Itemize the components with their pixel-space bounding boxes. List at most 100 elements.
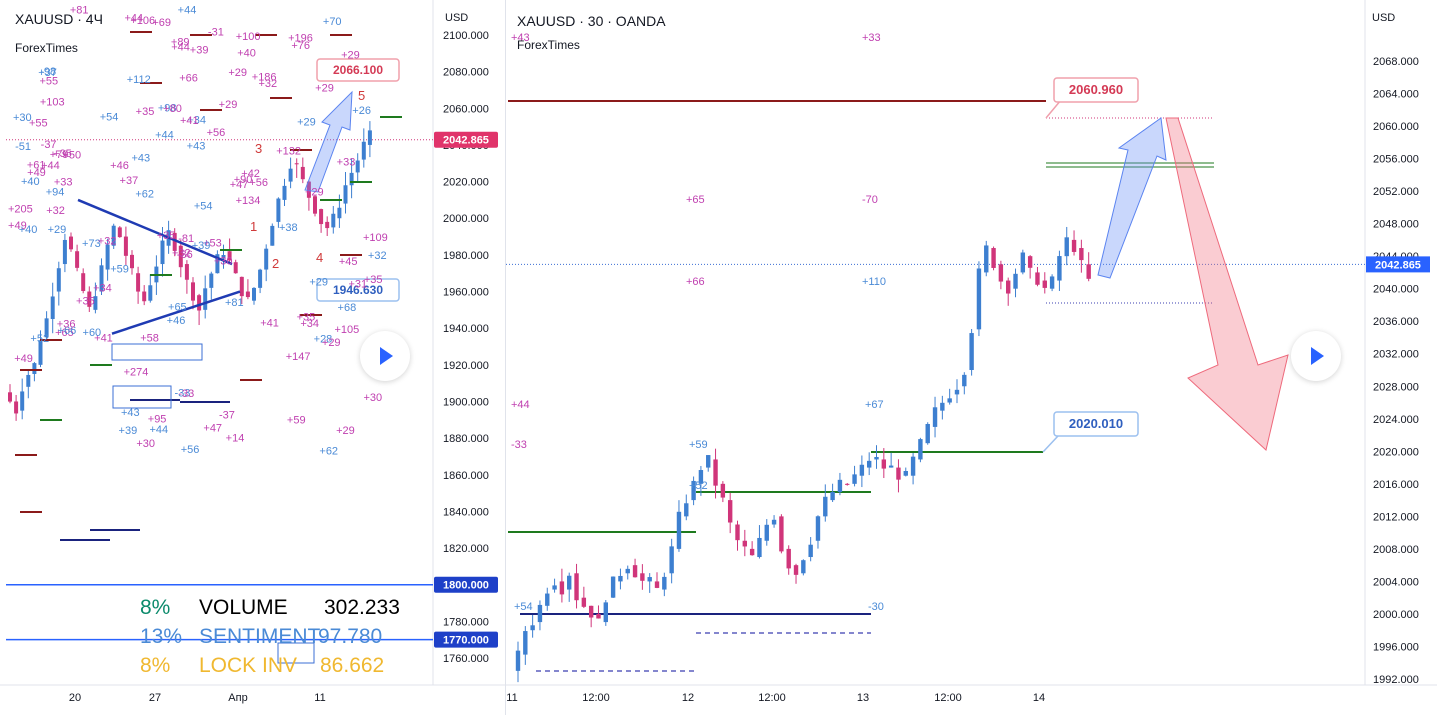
candle-body: [136, 273, 141, 292]
candle-body: [596, 613, 601, 619]
x-tick-label: 12:00: [582, 692, 610, 704]
candle-body: [276, 198, 281, 222]
trade-annotation: +65: [55, 327, 74, 339]
y-tick-label: 2000.000: [1373, 609, 1419, 621]
y-tick-label: 2060.000: [1373, 121, 1419, 133]
candle-body: [160, 240, 165, 265]
candle-body: [313, 196, 317, 214]
y-tick-label: 2060.000: [443, 103, 489, 115]
trade-annotation: -36: [177, 249, 193, 261]
candle-body: [588, 605, 594, 618]
candle-body: [735, 524, 740, 541]
trade-annotation: +47: [203, 423, 222, 435]
trade-annotation: +32: [172, 248, 191, 260]
callout-lower-4h: 1946.630: [333, 283, 383, 297]
y-tick-label: 2004.000: [1373, 576, 1419, 588]
x-tick-label: 12:00: [758, 692, 786, 704]
trade-annotation: -70: [862, 194, 878, 206]
trade-annotation: +46: [110, 160, 129, 172]
wave-label: 3: [255, 141, 262, 156]
candle-body: [233, 262, 238, 274]
candle-body: [343, 185, 348, 204]
trade-annotation: +32: [368, 250, 387, 262]
wave-label: 4: [316, 250, 323, 265]
trade-annotation: +147: [286, 351, 311, 363]
candle-body: [172, 232, 177, 251]
play-icon: [1311, 347, 1324, 365]
trade-annotation: +29: [219, 99, 238, 111]
play-button-right[interactable]: [1291, 331, 1341, 381]
candle-body: [87, 291, 92, 307]
triangle-upper-line: [77, 198, 233, 266]
candle-body: [264, 248, 269, 270]
callout-upper-30m: 2060.960: [1069, 82, 1123, 97]
symbol-title-4h[interactable]: XAUUSD · 4Ч: [15, 11, 103, 27]
candle-body: [947, 398, 952, 403]
chart-pane-30m[interactable]: USD 2068.000 2064.000 2060.000 2056.000 2052.…: [506, 0, 1437, 715]
candle-body: [574, 573, 579, 601]
callout-upper-pointer: [1045, 99, 1062, 119]
play-button-left[interactable]: [360, 331, 410, 381]
level-tag-1770: 1770.000: [443, 635, 489, 647]
candle-body: [801, 560, 806, 574]
candle-body: [654, 581, 660, 588]
candle-body: [1057, 256, 1062, 281]
candle-body: [50, 296, 55, 320]
candle-body: [698, 470, 704, 484]
symbol-title-30m[interactable]: XAUUSD · 30 · OANDA: [517, 13, 666, 29]
annotation-box: [111, 343, 203, 361]
trade-annotation: +29: [228, 67, 247, 79]
candle-body: [874, 456, 879, 460]
candle-body: [221, 255, 226, 259]
sentiment-label: SENTIMENT: [199, 625, 321, 648]
chart-pane-4h[interactable]: USD2100.0002080.0002060.0002040.0002020.…: [0, 0, 506, 715]
trade-annotation: +35: [53, 148, 72, 160]
x-tick-label: 11: [314, 692, 325, 704]
y-tick-label: 2008.000: [1373, 544, 1419, 556]
x-tick-label: 12: [682, 692, 694, 704]
candle-body: [603, 602, 608, 623]
candle-body: [647, 577, 652, 582]
candle-body: [325, 221, 330, 229]
candle-body: [1006, 280, 1011, 294]
chart-4h-canvas[interactable]: USD2100.0002080.0002060.0002040.0002020.…: [0, 0, 505, 715]
trade-annotation: +41: [260, 318, 279, 330]
y-tick-label: 1940.000: [443, 323, 489, 335]
candle-body: [245, 291, 250, 298]
trade-annotation: +39: [119, 425, 138, 437]
candle-body: [1035, 272, 1040, 285]
chart-30m-canvas[interactable]: USD 2068.000 2064.000 2060.000 2056.000 2052.…: [506, 0, 1437, 715]
candle-body: [81, 273, 86, 292]
indicator-name-4h: ForexTimes: [15, 41, 78, 55]
trade-annotation: +29: [336, 425, 355, 437]
candle-body: [962, 374, 967, 387]
y-tick-label: 1980.000: [443, 250, 489, 262]
candle-body: [954, 389, 960, 395]
callout-upper-30m-box: [1053, 77, 1139, 103]
trade-annotation: +132: [276, 145, 301, 157]
trade-annotation: +65: [168, 301, 187, 313]
trade-annotation: +32: [258, 78, 277, 90]
trade-annotation: +44: [511, 399, 530, 411]
trade-annotation: +68: [338, 302, 357, 314]
trade-annotation: +79: [50, 149, 69, 161]
candle-body: [99, 265, 104, 292]
trade-annotation: +44: [125, 13, 144, 25]
trade-annotation: +44: [155, 129, 174, 141]
candle-body: [852, 474, 857, 484]
candle-body: [662, 576, 667, 590]
candle-body: [111, 225, 116, 246]
candle-body: [32, 363, 37, 374]
candle-body: [105, 244, 110, 270]
trade-annotation: +40: [19, 224, 38, 236]
trade-annotation: +49: [8, 220, 27, 232]
candle-body: [349, 172, 354, 186]
axis-unit-label: USD: [1372, 12, 1395, 24]
trade-annotation: +34: [187, 115, 206, 127]
y-tick-label: 2032.000: [1373, 349, 1419, 361]
axis-unit-label: USD: [445, 12, 468, 24]
y-tick-label: 2100.000: [443, 30, 489, 42]
trade-annotation: +44: [149, 424, 168, 436]
trade-annotation: +62: [135, 189, 154, 201]
trade-annotation: +53: [203, 238, 222, 250]
